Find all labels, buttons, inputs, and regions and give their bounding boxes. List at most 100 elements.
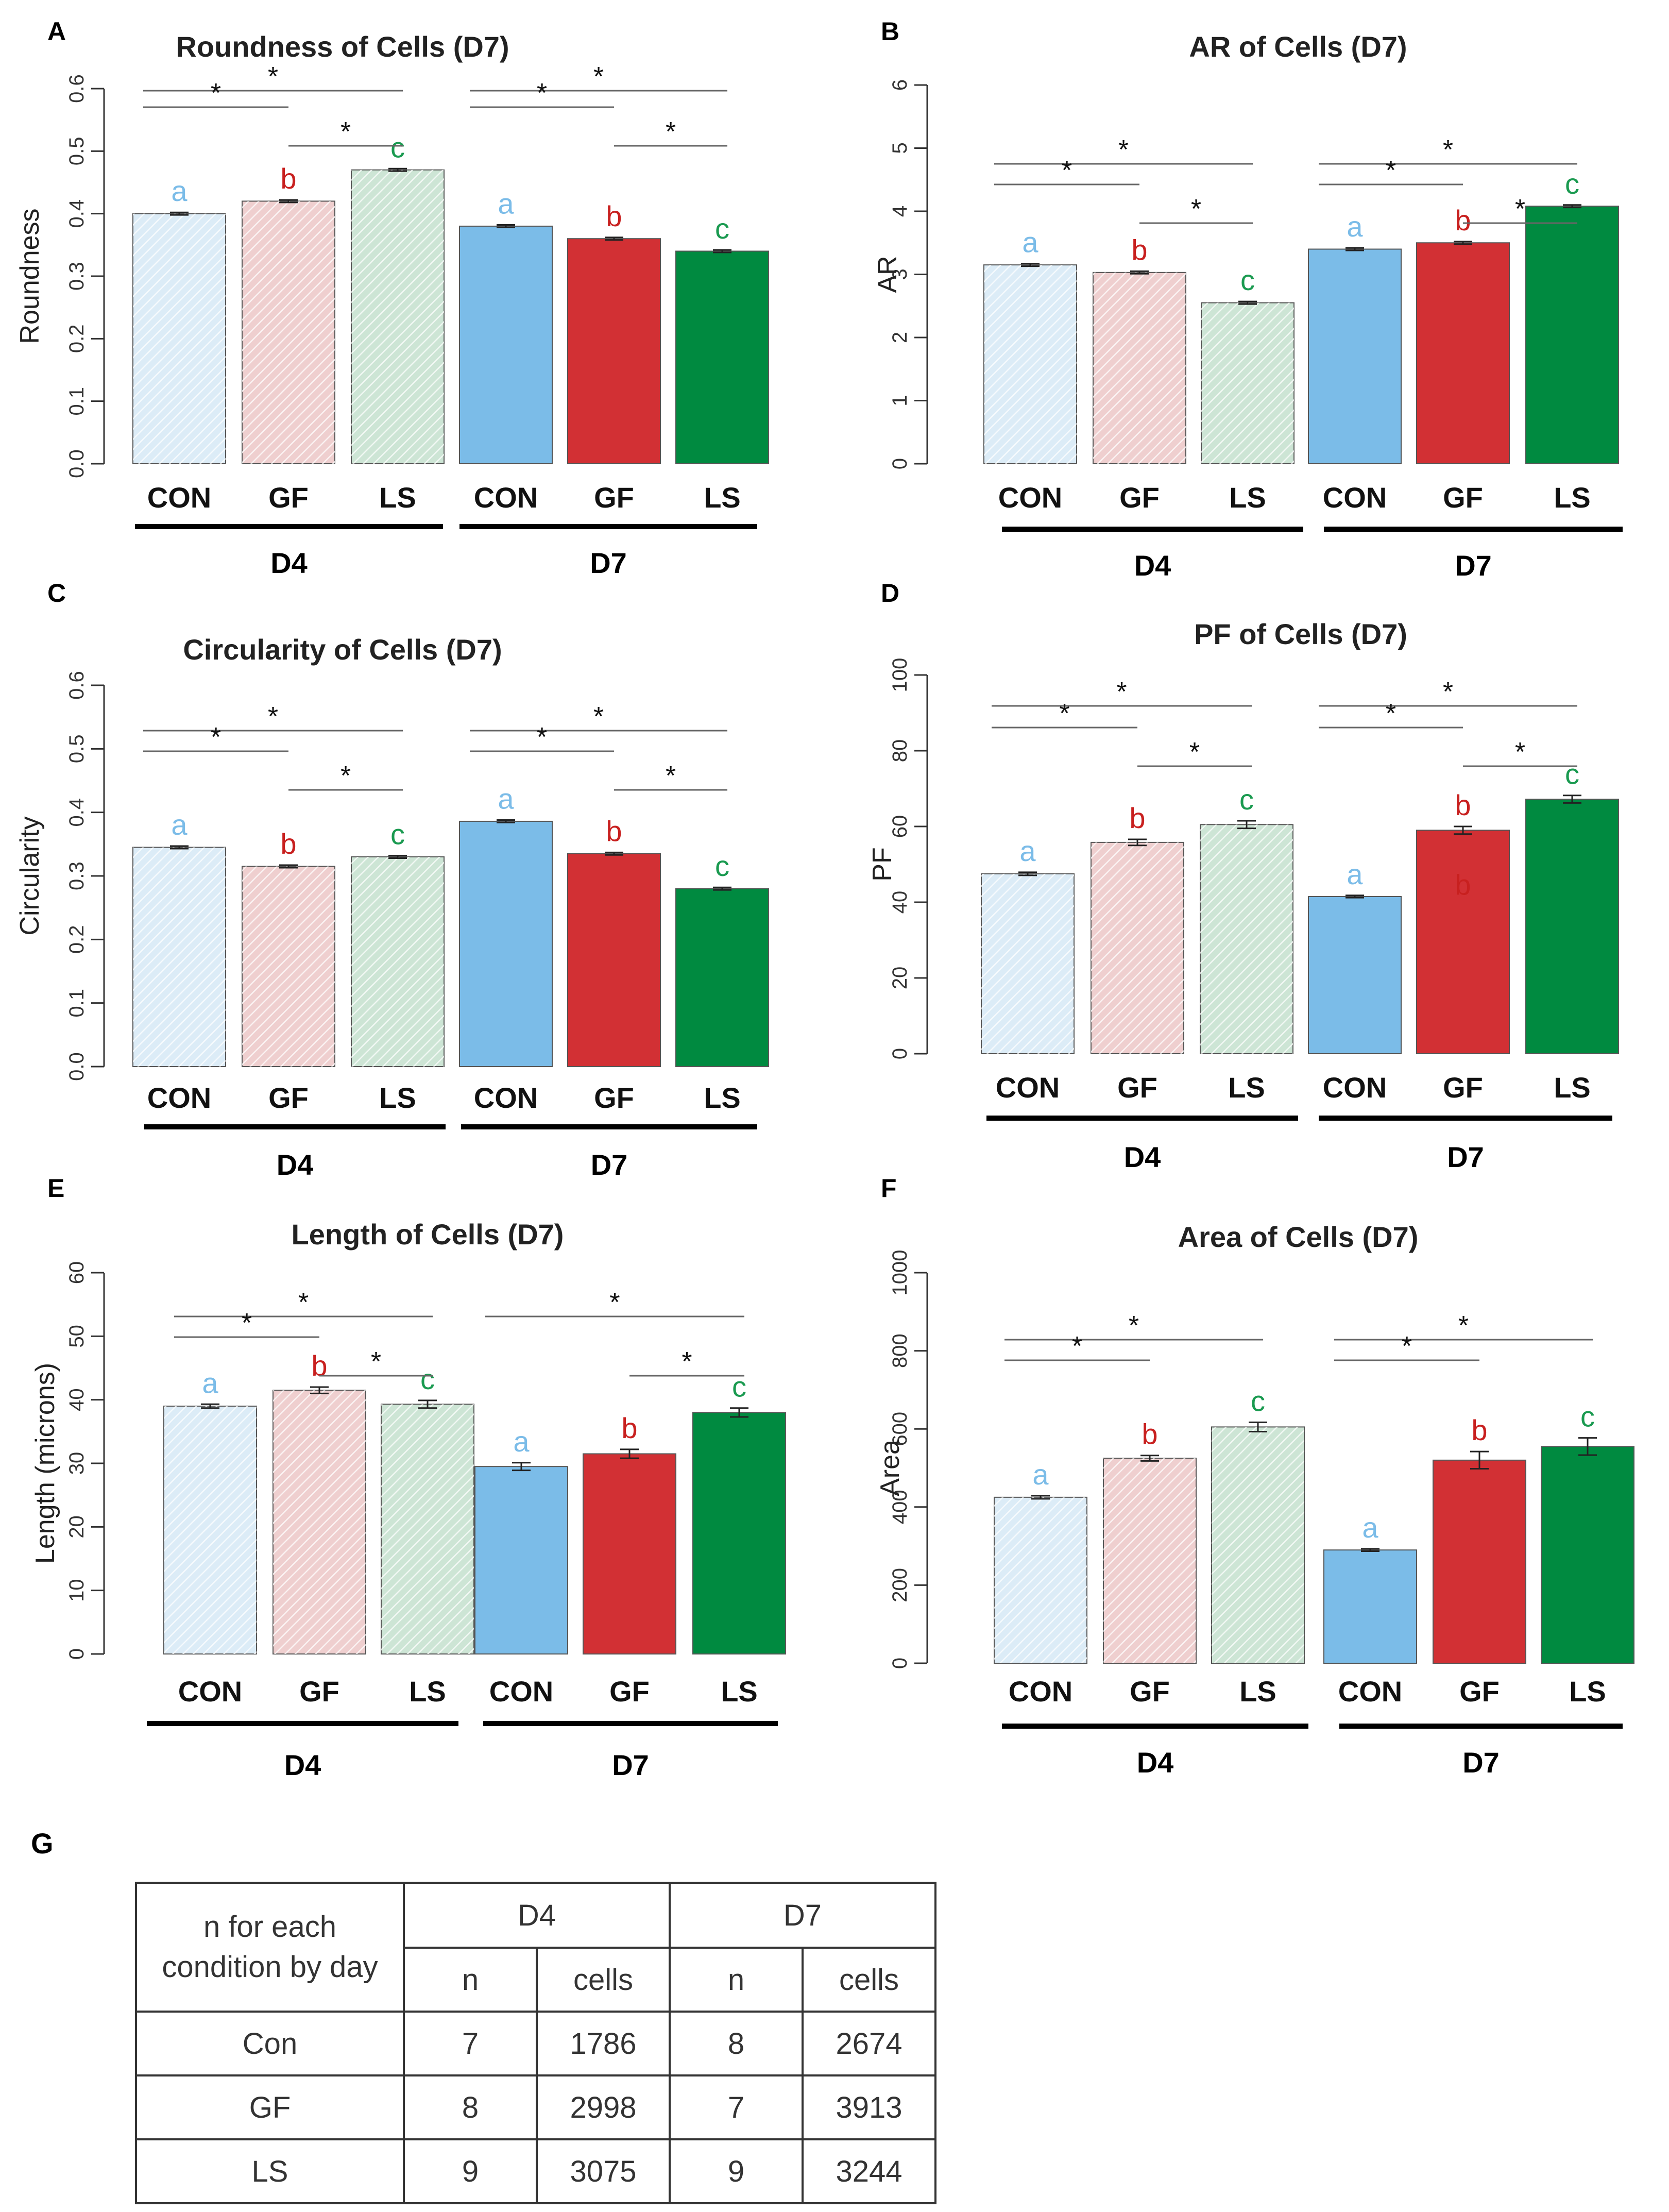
significance-star: *: [268, 62, 278, 92]
significance-star: *: [1062, 156, 1072, 185]
significance-letter: c: [1565, 758, 1579, 790]
category-label: LS: [704, 481, 741, 514]
bar-gf: [1416, 242, 1510, 464]
category-label: LS: [1228, 1071, 1265, 1104]
chart-title: Roundness of Cells (D7): [176, 30, 509, 63]
y-tick-label: 0.1: [65, 387, 88, 416]
bar-con: [1308, 248, 1402, 464]
bar-ls: [1525, 206, 1619, 464]
bar-gf: [583, 1453, 676, 1654]
significance-letter: b: [280, 162, 296, 195]
y-axis-label: Roundness: [15, 208, 45, 344]
table-day-header-d4: D4: [403, 1882, 671, 1949]
bar-hatch: [1201, 302, 1294, 464]
significance-star: *: [340, 761, 351, 791]
y-tick-label: 10: [65, 1579, 88, 1602]
table-subheader: n: [403, 1947, 538, 2013]
table-row: GF 8 2998 7 3913: [135, 2074, 936, 2140]
bar-hatch: [351, 857, 444, 1067]
category-label: GF: [1459, 1675, 1500, 1708]
significance-letter: b: [1455, 789, 1471, 821]
significance-star: *: [1402, 1331, 1412, 1361]
y-tick-label: 0.4: [65, 199, 88, 228]
table-subheader: cells: [802, 1947, 936, 2013]
y-tick-label: 0.0: [65, 449, 88, 478]
y-tick-label: 20: [889, 967, 911, 990]
table-cell: 9: [403, 2138, 538, 2204]
y-tick-label: 400: [889, 1490, 911, 1524]
category-label: LS: [1554, 481, 1591, 514]
significance-star: *: [1458, 1311, 1469, 1341]
significance-star: *: [666, 761, 676, 791]
sample-size-table: n for each condition by day D4 D7 n cell…: [135, 1882, 936, 2204]
significance-letter: c: [715, 212, 729, 245]
significance-star: *: [666, 117, 676, 147]
significance-star: *: [1072, 1331, 1082, 1361]
bar-ls: [1525, 799, 1619, 1054]
significance-letter: c: [420, 1363, 435, 1395]
category-label: GF: [1443, 1071, 1483, 1104]
significance-star: *: [298, 1288, 309, 1318]
y-axis-label: Length (microns): [30, 1363, 60, 1564]
bar-hatch: [1091, 842, 1184, 1054]
y-tick-label: 800: [889, 1333, 911, 1368]
bar-con: [1308, 896, 1402, 1054]
bar-ls: [692, 1412, 786, 1654]
panel-label: D: [881, 579, 899, 607]
significance-star: *: [682, 1347, 692, 1377]
significance-letter: c: [1580, 1400, 1595, 1433]
table-row-label: GF: [135, 2074, 405, 2140]
bar-ls: [675, 250, 769, 464]
significance-letter: c: [390, 131, 405, 163]
group-label-d7: D7: [1462, 1746, 1500, 1779]
significance-star: *: [371, 1347, 381, 1377]
group-label-d4: D4: [1124, 1141, 1161, 1173]
y-tick-label: 0: [889, 458, 911, 469]
bar-hatch: [242, 201, 335, 464]
significance-star: *: [1386, 156, 1396, 185]
y-tick-label: 600: [889, 1412, 911, 1446]
significance-letter: b: [1471, 1414, 1487, 1446]
bar-con: [1323, 1549, 1417, 1664]
bar-hatch: [164, 1406, 257, 1654]
y-axis-label: AR: [873, 256, 902, 293]
significance-letter: b: [606, 200, 622, 232]
y-tick-label: 2: [889, 332, 911, 343]
category-label: LS: [1569, 1675, 1606, 1708]
bar-hatch: [133, 213, 226, 464]
significance-letter: c: [390, 818, 405, 851]
bar-gf: [1433, 1459, 1526, 1664]
significance-star: *: [211, 78, 221, 108]
y-axis-label: Circularity: [15, 816, 45, 935]
bar-hatch: [133, 847, 226, 1067]
significance-letter: a: [513, 1425, 530, 1458]
chart-panel-d: D PF of Cells (D7) 0 20 40 60 80 100 PF a CON b GF c L…: [867, 579, 1619, 1173]
significance-letter: a: [171, 808, 188, 841]
chart-panel-e: E Length of Cells (D7) 0 10 20 30 40 50 60 Length…: [30, 1174, 786, 1781]
chart-title: Circularity of Cells (D7): [183, 633, 502, 666]
table-row: Con 7 1786 8 2674: [135, 2011, 936, 2076]
bar-ls: [1541, 1446, 1634, 1664]
significance-star: *: [268, 702, 278, 732]
bar-gf: [567, 853, 661, 1068]
category-label: LS: [379, 481, 416, 514]
group-label-d7: D7: [591, 1149, 628, 1181]
table-corner-line-1: n for each: [203, 1910, 336, 1944]
significance-star: *: [1515, 194, 1525, 224]
chart-title: Area of Cells (D7): [1178, 1221, 1419, 1253]
panel-label: E: [47, 1174, 64, 1203]
y-tick-label: 3: [889, 268, 911, 280]
table-cell: 3913: [802, 2074, 936, 2140]
significance-letter: a: [171, 175, 188, 207]
y-axis-label: Area: [875, 1440, 905, 1496]
bar-hatch: [381, 1404, 474, 1654]
y-tick-label: 0.2: [65, 925, 88, 954]
y-tick-label: 0.5: [65, 137, 88, 166]
bar-hatch: [981, 873, 1074, 1054]
chart-panel-f: F Area of Cells (D7) 0 200 400 600 800 1000 Area…: [875, 1174, 1634, 1779]
table-cell: 7: [403, 2011, 538, 2076]
table-subheader: n: [669, 1947, 804, 2013]
significance-star: *: [1386, 699, 1396, 729]
y-tick-label: 60: [889, 815, 911, 838]
